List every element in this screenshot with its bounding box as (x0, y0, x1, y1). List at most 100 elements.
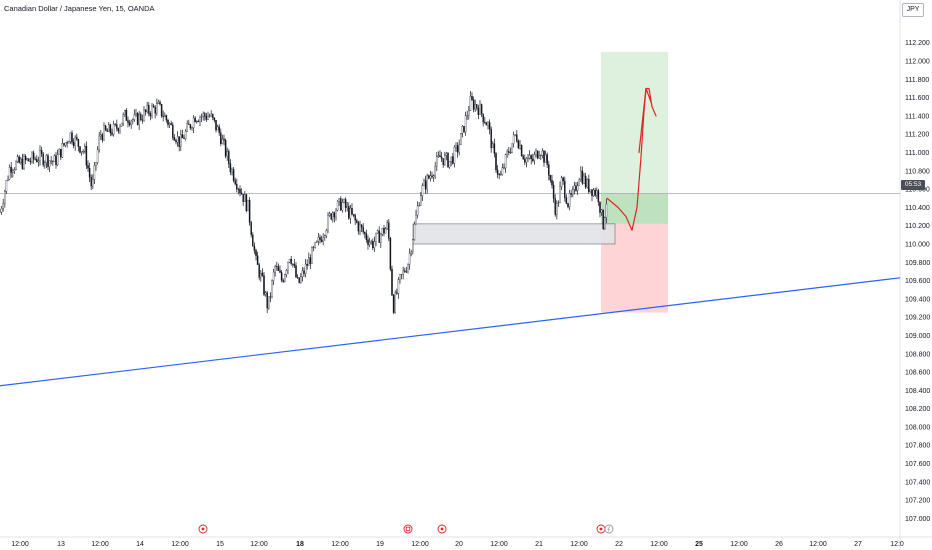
candle-body (552, 184, 555, 199)
candle-body (122, 114, 124, 124)
candle-body (204, 113, 206, 117)
candle-body (320, 239, 323, 242)
candle-body (480, 104, 483, 115)
candle-body (488, 122, 491, 130)
candle-body (36, 159, 38, 163)
candle-body (120, 122, 123, 127)
candle-body (116, 124, 118, 129)
candle-body (346, 206, 348, 208)
candle-body (31, 152, 33, 162)
candle-body (132, 119, 134, 122)
candle-body (460, 133, 462, 146)
price-tick-label: 107.400 (905, 479, 930, 486)
price-tick-label: 108.400 (905, 388, 930, 395)
candle-body (74, 136, 76, 146)
time-tick-label: 15 (216, 541, 224, 548)
candle-body (506, 151, 508, 155)
time-tick-label: 25 (695, 541, 703, 548)
candle-body (100, 134, 102, 137)
candle-body (143, 109, 145, 121)
candle-body (570, 193, 572, 195)
time-tick-label: 19 (376, 541, 384, 548)
candle-body (412, 239, 414, 253)
candle-body (325, 230, 328, 236)
candle-body (463, 126, 465, 133)
candle-body (151, 105, 153, 116)
candle-body (12, 170, 14, 173)
candle-body (263, 275, 265, 295)
candle-body (16, 156, 19, 163)
candle-body (351, 208, 353, 215)
event-marker-flag-icon[interactable] (403, 524, 413, 534)
candle-body (368, 242, 371, 245)
candle-body (392, 294, 395, 313)
candle-body (391, 268, 393, 296)
candle-body (344, 199, 347, 208)
price-tick-label: 110.400 (905, 205, 930, 212)
price-tick-label: 112.200 (905, 40, 930, 47)
candle-body (148, 104, 150, 114)
candle-body (108, 124, 110, 132)
candle-body (568, 193, 571, 208)
candle-body (333, 212, 336, 218)
candle-body (538, 155, 540, 159)
price-tick-label: 111.200 (905, 132, 929, 139)
candle-body (584, 175, 587, 188)
candle-body (485, 122, 488, 126)
candle-body (336, 201, 339, 211)
candle-body (533, 154, 536, 161)
time-tick-label: 12:00 (331, 541, 349, 548)
candle-body (317, 237, 320, 242)
price-tick-label: 107.200 (905, 498, 930, 505)
candle-body (327, 215, 329, 231)
candle-body (231, 169, 233, 173)
currency-badge[interactable]: JPY (902, 3, 924, 17)
candle-body (184, 131, 187, 139)
candle-body (20, 158, 22, 163)
time-tick-label: 12:00 (490, 541, 508, 548)
candle-body (448, 161, 451, 168)
candle-body (376, 230, 379, 234)
candle-body (242, 194, 244, 202)
candle-body (88, 168, 91, 178)
candle-body (224, 140, 227, 157)
candle-body (28, 158, 30, 162)
candle-body (332, 212, 334, 220)
candle-body (573, 185, 576, 190)
candle-body (53, 155, 56, 162)
candle-body (79, 146, 81, 153)
candle-body (464, 115, 467, 133)
candle-body (279, 270, 281, 273)
candle-body (280, 272, 283, 281)
candle-body (600, 209, 603, 213)
candle-body (117, 128, 120, 132)
event-dot-icon (440, 527, 444, 531)
candle-body (295, 265, 297, 278)
candle-body (572, 189, 574, 195)
candle-body (207, 116, 209, 120)
candle-body (300, 276, 302, 283)
price-tick-label: 108.200 (905, 406, 930, 413)
candle-body (496, 169, 499, 175)
candle-body (125, 110, 128, 121)
candle-body (304, 263, 307, 274)
candle-body (388, 222, 390, 239)
candle-body (357, 222, 360, 232)
candle-body (112, 123, 115, 135)
candle-body (311, 247, 313, 264)
candle-body (340, 198, 342, 211)
candle-body (456, 145, 459, 153)
candle-body (124, 110, 126, 115)
candle-body (341, 202, 344, 211)
candle-body (442, 158, 444, 165)
candle-body (92, 179, 94, 187)
candle-body (23, 156, 25, 169)
candle-body (4, 191, 6, 204)
candle-body (597, 190, 600, 203)
candle-body (399, 274, 401, 280)
candle-body (229, 163, 232, 173)
price-tick-label: 110.200 (905, 223, 930, 230)
candle-body (428, 175, 430, 179)
candle-body (277, 266, 280, 271)
